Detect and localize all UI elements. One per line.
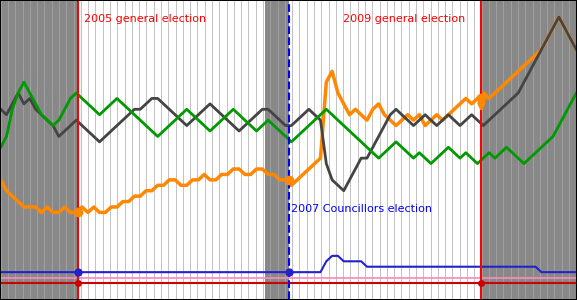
Text: 2005 general election: 2005 general election <box>84 14 207 24</box>
Bar <box>288 1 481 299</box>
Bar <box>78 1 265 299</box>
Text: 2007 Councillors election: 2007 Councillors election <box>291 204 432 214</box>
Text: 2009 general election: 2009 general election <box>343 14 466 24</box>
